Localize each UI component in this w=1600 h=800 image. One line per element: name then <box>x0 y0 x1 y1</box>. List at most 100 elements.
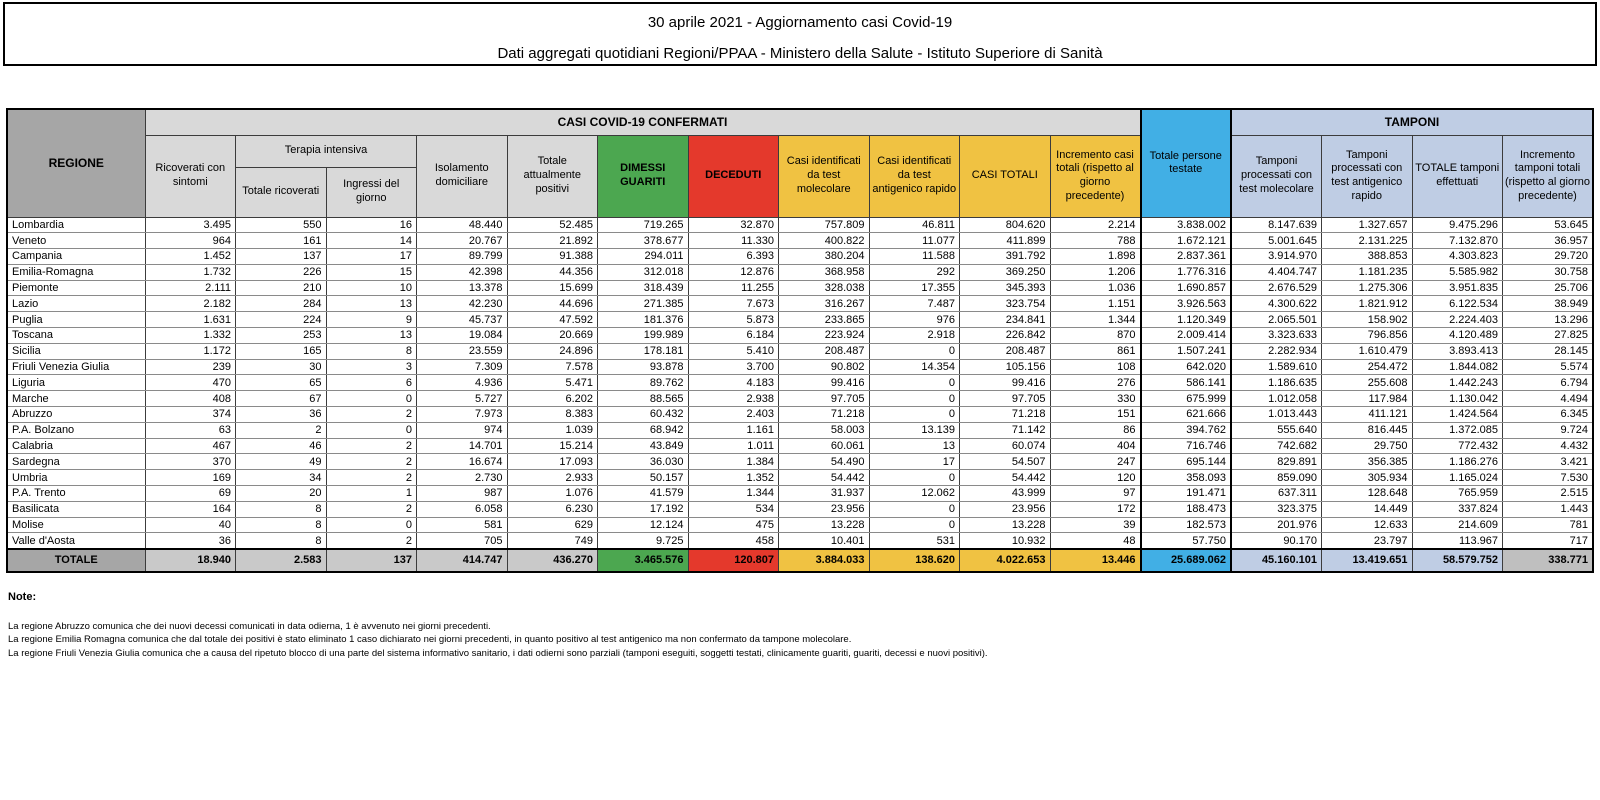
value-cell: 7.132.870 <box>1412 232 1503 250</box>
value-cell: 52.485 <box>507 217 598 234</box>
value-cell: 60.061 <box>778 438 870 455</box>
value-cell: 8.383 <box>507 406 598 423</box>
value-cell: 2.131.225 <box>1321 232 1413 250</box>
value-cell: 188.473 <box>1139 501 1232 518</box>
value-cell: 191.471 <box>1139 485 1232 502</box>
totale-value-cell: 25.689.062 <box>1139 547 1232 572</box>
value-cell: 1.821.912 <box>1321 295 1413 313</box>
value-cell: 7.673 <box>688 295 779 313</box>
value-cell: 4.300.622 <box>1231 295 1322 313</box>
header-incremento-tamponi: Incremento tamponi totali (rispetto al g… <box>1502 134 1594 218</box>
value-cell: 391.792 <box>959 248 1051 265</box>
value-cell: 90.170 <box>1231 532 1322 550</box>
value-cell: 49 <box>235 453 327 471</box>
value-cell: 1.589.610 <box>1231 359 1322 376</box>
value-cell: 1.186.635 <box>1231 374 1322 392</box>
value-cell: 54.442 <box>778 469 870 487</box>
region-name: Sicilia <box>7 343 146 360</box>
value-cell: 9 <box>326 311 417 329</box>
value-cell: 99.416 <box>778 374 870 392</box>
value-cell: 137 <box>235 248 327 265</box>
value-cell: 7.578 <box>507 359 598 376</box>
value-cell: 13.296 <box>1502 311 1594 329</box>
value-cell: 9.725 <box>597 532 689 550</box>
header-isolamento: Isolamento domiciliare <box>416 134 508 218</box>
value-cell: 12.633 <box>1321 517 1413 534</box>
value-cell: 467 <box>145 438 236 455</box>
value-cell: 6.184 <box>688 327 779 344</box>
value-cell: 108 <box>1050 359 1141 376</box>
value-cell: 1.165.024 <box>1412 469 1503 487</box>
value-cell: 974 <box>416 422 508 439</box>
value-cell: 1.844.082 <box>1412 359 1503 376</box>
value-cell: 749 <box>507 532 598 550</box>
value-cell: 128.648 <box>1321 485 1413 502</box>
region-name: Toscana <box>7 327 146 344</box>
value-cell: 11.077 <box>869 232 960 250</box>
value-cell: 29.720 <box>1502 248 1594 265</box>
value-cell: 2.938 <box>688 390 779 408</box>
value-cell: 226.842 <box>959 327 1051 344</box>
value-cell: 5.471 <box>507 374 598 392</box>
value-cell: 46 <box>235 438 327 455</box>
value-cell: 4.404.747 <box>1231 264 1322 281</box>
value-cell: 400.822 <box>778 232 870 250</box>
value-cell: 19.084 <box>416 327 508 344</box>
value-cell: 12.062 <box>869 485 960 502</box>
value-cell: 368.958 <box>778 264 870 281</box>
value-cell: 43.999 <box>959 485 1051 502</box>
value-cell: 0 <box>869 469 960 487</box>
value-cell: 534 <box>688 501 779 518</box>
value-cell: 356.385 <box>1321 453 1413 471</box>
value-cell: 57.750 <box>1139 532 1232 550</box>
value-cell: 13 <box>869 438 960 455</box>
header-totale-tamponi: TOTALE tamponi effettuati <box>1411 134 1503 218</box>
value-cell: 117.984 <box>1321 390 1413 408</box>
value-cell: 120 <box>1050 469 1141 487</box>
value-cell: 374 <box>145 406 236 423</box>
value-cell: 46.811 <box>869 217 960 234</box>
value-cell: 11.255 <box>688 280 779 297</box>
value-cell: 637.311 <box>1231 485 1322 502</box>
value-cell: 1.344 <box>1050 311 1141 329</box>
value-cell: 4.494 <box>1502 390 1594 408</box>
value-cell: 208.487 <box>778 343 870 360</box>
region-name: Veneto <box>7 232 146 250</box>
value-cell: 475 <box>688 517 779 534</box>
header-attualmente-positivi: Totale attualmente positivi <box>506 134 598 218</box>
value-cell: 1.507.241 <box>1139 343 1232 360</box>
value-cell: 4.432 <box>1502 438 1594 455</box>
value-cell: 1.151 <box>1050 295 1141 313</box>
value-cell: 91.388 <box>507 248 598 265</box>
value-cell: 31.937 <box>778 485 870 502</box>
value-cell: 239 <box>145 359 236 376</box>
value-cell: 2.111 <box>145 280 236 297</box>
value-cell: 861 <box>1050 343 1141 360</box>
table-row: Lazio 2.182 284 13 42.230 44.696 271.385 7.673 3… <box>7 295 1594 313</box>
header-deceduti: DECEDUTI <box>687 134 779 218</box>
value-cell: 3.700 <box>688 359 779 376</box>
value-cell: 1.443 <box>1502 501 1594 518</box>
note-line-abruzzo: La regione Abruzzo comunica che dei nuov… <box>8 620 491 632</box>
value-cell: 358.093 <box>1139 469 1232 487</box>
value-cell: 12.876 <box>688 264 779 281</box>
value-cell: 2.837.361 <box>1139 248 1232 265</box>
region-name: Sardegna <box>7 453 146 471</box>
value-cell: 5.727 <box>416 390 508 408</box>
value-cell: 65 <box>235 374 327 392</box>
table-row: Piemonte 2.111 210 10 13.378 15.699 318.439 11.… <box>7 280 1594 297</box>
value-cell: 16.674 <box>416 453 508 471</box>
totale-value-cell: 120.807 <box>688 547 779 572</box>
region-name: Molise <box>7 517 146 534</box>
value-cell: 5.001.645 <box>1231 232 1322 250</box>
value-cell: 0 <box>869 374 960 392</box>
value-cell: 13.228 <box>959 517 1051 534</box>
value-cell: 5.585.982 <box>1412 264 1503 281</box>
value-cell: 2 <box>326 532 417 550</box>
totale-value-cell: 18.940 <box>145 547 236 572</box>
value-cell: 88.565 <box>597 390 689 408</box>
value-cell: 1.610.479 <box>1321 343 1413 360</box>
value-cell: 2 <box>235 422 327 439</box>
value-cell: 20 <box>235 485 327 502</box>
value-cell: 380.204 <box>778 248 870 265</box>
